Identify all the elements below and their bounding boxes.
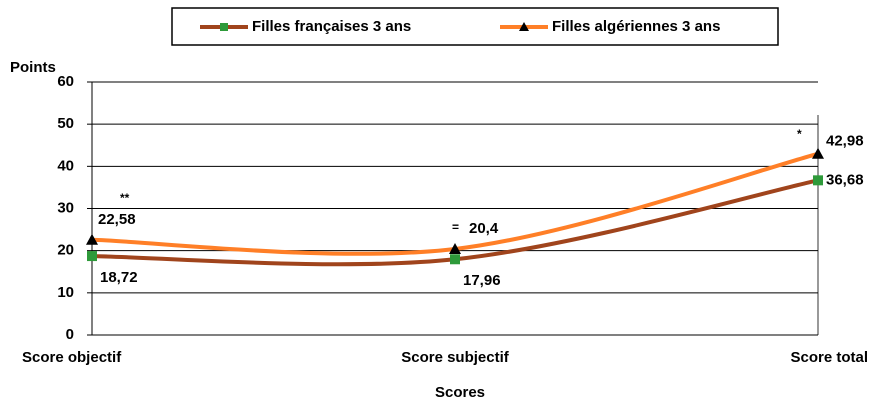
marker (87, 251, 97, 262)
value-label: 42,98 (826, 133, 864, 150)
y-tick-label: 40 (57, 157, 74, 174)
annotation: ** (120, 191, 130, 205)
value-label: 36,68 (826, 171, 864, 188)
marker (86, 233, 98, 245)
y-tick-label: 20 (57, 242, 74, 259)
legend-marker (519, 22, 529, 31)
y-tick-label: 50 (57, 115, 74, 132)
x-tick-label: Score total (790, 349, 868, 366)
y-tick-label: 30 (57, 199, 74, 216)
value-label: 17,96 (463, 272, 501, 289)
marker (812, 147, 824, 159)
value-label: 22,58 (98, 211, 136, 228)
legend-marker (220, 23, 228, 31)
y-axis-label: Points (10, 59, 56, 76)
marker (450, 254, 460, 265)
value-label: 20,4 (469, 220, 499, 237)
marker (449, 242, 461, 254)
x-tick-label: Score subjectif (401, 349, 510, 366)
legend-label: Filles algériennes 3 ans (552, 18, 720, 35)
x-axis-label: Scores (435, 384, 485, 400)
marker (813, 175, 823, 186)
y-tick-label: 10 (57, 284, 74, 301)
y-tick-label: 0 (66, 326, 74, 343)
x-tick-label: Score objectif (22, 349, 122, 366)
series-line (91, 151, 819, 256)
annotation: * (797, 127, 802, 141)
y-tick-label: 60 (57, 73, 74, 90)
legend-label: Filles françaises 3 ans (252, 18, 411, 35)
legend-box (171, 7, 779, 46)
annotation: = (452, 220, 459, 234)
value-label: 18,72 (100, 269, 138, 286)
